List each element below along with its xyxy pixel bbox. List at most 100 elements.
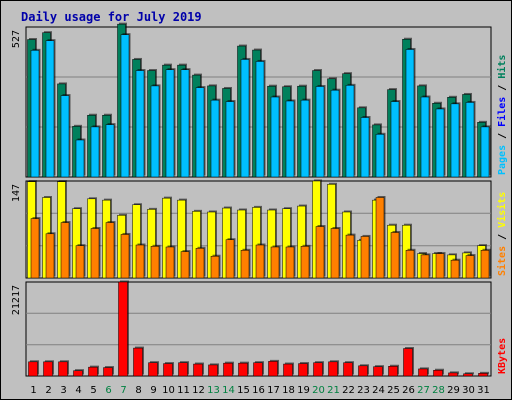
- day-label-8: 8: [135, 385, 141, 396]
- day-label-31: 31: [477, 385, 490, 396]
- day-label-18: 18: [282, 385, 295, 396]
- legend-item-middle-2: Visits: [496, 192, 508, 228]
- bar-files-11: [180, 69, 190, 178]
- bar-kbytes-21: [328, 361, 338, 377]
- bar-files-8: [135, 70, 145, 178]
- bar-files-14: [225, 101, 235, 178]
- bar-sites-11: [180, 251, 190, 279]
- bar-sites-28: [435, 253, 445, 279]
- bar-sites-29: [450, 259, 460, 279]
- day-label-19: 19: [297, 385, 310, 396]
- bar-sites-4: [75, 245, 85, 279]
- legend-middle: Sites / Visits: [496, 192, 508, 276]
- bar-files-12: [195, 87, 205, 178]
- bar-kbytes-17: [268, 361, 278, 377]
- day-label-24: 24: [372, 385, 385, 396]
- bar-sites-23: [360, 236, 370, 279]
- day-label-28: 28: [432, 385, 445, 396]
- day-label-14: 14: [222, 385, 235, 396]
- day-label-3: 3: [60, 385, 66, 396]
- bar-kbytes-3: [58, 361, 68, 377]
- bar-files-6: [105, 124, 115, 178]
- bar-files-17: [270, 96, 280, 178]
- bar-sites-22: [345, 234, 355, 279]
- bar-sites-20: [315, 226, 325, 279]
- bar-files-1: [30, 50, 40, 178]
- legend-item-top-0: Pages: [497, 145, 508, 175]
- panel-middle: 147 Sites / Visits: [11, 179, 508, 279]
- y-max-label-middle: 147: [11, 184, 22, 202]
- bar-kbytes-15: [238, 362, 248, 377]
- bar-kbytes-12: [193, 363, 203, 377]
- bar-sites-1: [30, 218, 40, 279]
- day-label-10: 10: [162, 385, 175, 396]
- bar-kbytes-23: [358, 365, 368, 377]
- bar-kbytes-27: [418, 368, 428, 377]
- day-label-15: 15: [237, 385, 250, 396]
- bar-kbytes-6: [103, 367, 113, 377]
- day-label-21: 21: [327, 385, 340, 396]
- legend-item-bottom-0: KBytes: [497, 338, 508, 374]
- bar-files-22: [345, 85, 355, 178]
- y-max-label-bottom: 21217: [11, 285, 22, 315]
- bar-sites-17: [270, 246, 280, 279]
- legend-item-middle-1: /: [497, 228, 508, 246]
- bar-kbytes-20: [313, 362, 323, 377]
- bar-kbytes-9: [148, 362, 158, 377]
- legend-item-top-2: Files: [496, 97, 508, 127]
- day-label-30: 30: [462, 385, 475, 396]
- bar-sites-9: [150, 246, 160, 279]
- bar-files-4: [75, 139, 85, 178]
- day-label-22: 22: [342, 385, 355, 396]
- bar-files-3: [60, 95, 70, 178]
- day-label-17: 17: [267, 385, 280, 396]
- bar-sites-10: [165, 246, 175, 279]
- day-label-1: 1: [30, 385, 36, 396]
- bar-sites-5: [90, 228, 100, 279]
- legend-item-middle-0: Sites: [496, 246, 508, 276]
- bar-files-25: [390, 101, 400, 178]
- bar-sites-3: [60, 222, 70, 279]
- bar-kbytes-18: [283, 363, 293, 377]
- legend-item-top-4: Hits: [496, 55, 508, 79]
- legend-bottom: KBytes: [497, 338, 508, 374]
- bar-files-19: [300, 99, 310, 178]
- bar-sites-27: [420, 254, 430, 279]
- bar-kbytes-29: [448, 372, 458, 377]
- bar-kbytes-28: [433, 369, 443, 377]
- bar-sites-7: [120, 234, 130, 279]
- bar-files-29: [450, 103, 460, 178]
- bar-sites-2: [45, 233, 55, 279]
- bar-files-21: [330, 89, 340, 178]
- legend-top: Pages / Files / Hits: [496, 55, 508, 175]
- bar-sites-26: [405, 250, 415, 279]
- bar-sites-12: [195, 248, 205, 279]
- bar-sites-8: [135, 244, 145, 279]
- day-label-25: 25: [387, 385, 400, 396]
- day-label-12: 12: [192, 385, 205, 396]
- bar-files-2: [45, 40, 55, 178]
- bar-kbytes-31: [478, 373, 488, 377]
- bar-kbytes-22: [343, 362, 353, 377]
- bar-files-30: [465, 102, 475, 178]
- bar-sites-21: [330, 228, 340, 279]
- bar-kbytes-16: [253, 362, 263, 377]
- bar-kbytes-19: [298, 363, 308, 377]
- bar-files-26: [405, 49, 415, 178]
- bar-files-9: [150, 85, 160, 178]
- bar-files-28: [435, 108, 445, 178]
- bar-sites-14: [225, 239, 235, 279]
- bar-kbytes-2: [43, 361, 53, 377]
- panel-bottom: 21217 KBytes: [11, 280, 508, 377]
- day-label-23: 23: [357, 385, 370, 396]
- bar-kbytes-25: [388, 366, 398, 377]
- y-max-label-top: 527: [11, 30, 22, 48]
- day-label-9: 9: [150, 385, 156, 396]
- bar-files-20: [315, 86, 325, 178]
- bar-files-24: [375, 134, 385, 178]
- bar-kbytes-11: [178, 362, 188, 377]
- day-label-7: 7: [120, 385, 126, 396]
- bar-files-16: [255, 61, 265, 178]
